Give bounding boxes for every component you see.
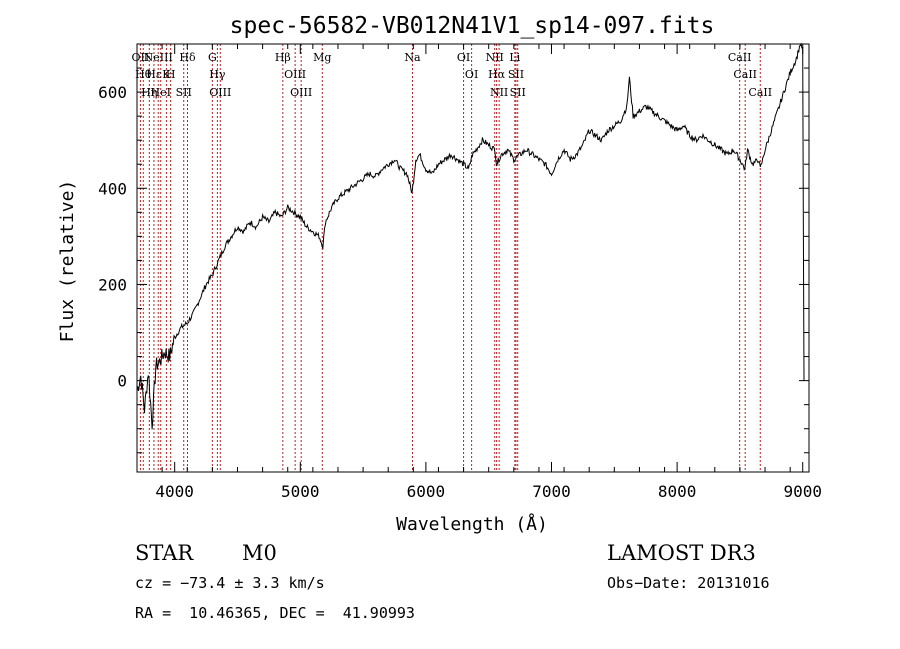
line-marker-label: OI: [457, 51, 470, 64]
line-marker-label: OIII: [290, 86, 312, 99]
line-marker-label: SII: [508, 68, 524, 81]
line-marker-label: Hα: [488, 68, 506, 81]
x-tick-label: 7000: [532, 482, 571, 501]
y-tick-label: 600: [98, 83, 127, 102]
observation-date: Obs−Date: 20131016: [607, 574, 770, 592]
line-markers: [139, 44, 761, 472]
redshift-cz: cz = −73.4 ± 3.3 km/s: [135, 574, 325, 592]
line-marker-label: Hδ: [179, 51, 196, 64]
axis-ticks: 4000 5000 6000 7000 8000 9000 0 200 400 600: [98, 43, 822, 501]
line-marker-label: K: [162, 68, 171, 81]
object-subclass: M0: [242, 541, 277, 565]
line-marker-label: H: [166, 68, 176, 81]
x-tick-label: 4000: [155, 482, 194, 501]
line-marker-label: Hγ: [209, 68, 226, 81]
x-tick-label: 6000: [407, 482, 446, 501]
line-marker-label: SII: [176, 86, 192, 99]
line-marker-label: OI: [465, 68, 478, 81]
y-tick-label: 200: [98, 275, 127, 294]
line-marker-label: CaII: [733, 68, 757, 81]
spectrum-series: [136, 42, 805, 430]
line-marker-label: Mg: [313, 51, 331, 64]
spectrum-line: [136, 42, 805, 430]
line-marker-label: Hβ: [275, 51, 291, 64]
line-marker-label: Hε: [146, 68, 162, 81]
line-marker-label: HeI: [151, 86, 171, 99]
x-tick-label: 8000: [658, 482, 697, 501]
line-marker-label: CaII: [728, 51, 752, 64]
plot-frame: [136, 43, 810, 473]
object-class: STAR: [135, 541, 194, 565]
line-marker-label: Hη: [141, 86, 157, 99]
x-axis-label: Wavelength (Å): [396, 513, 548, 535]
chart-title: spec-56582-VB012N41V1_sp14-097.fits: [230, 13, 715, 39]
line-marker-label: Hθ: [135, 68, 152, 81]
line-marker-label: OIII: [284, 68, 306, 81]
line-marker-label: Na: [404, 51, 421, 64]
survey-name: LAMOST DR3: [607, 541, 756, 565]
line-marker-label: G: [208, 51, 217, 64]
line-marker-label: Li: [509, 51, 520, 64]
line-marker-label: OIII: [209, 86, 231, 99]
y-tick-label: 0: [117, 372, 127, 391]
line-marker-label: NII: [486, 51, 504, 64]
x-tick-label: 9000: [783, 482, 822, 501]
line-marker-label: NII: [490, 86, 508, 99]
x-tick-label: 5000: [281, 482, 320, 501]
line-marker-label: SII: [510, 86, 526, 99]
y-tick-label: 400: [98, 179, 127, 198]
line-marker-label: NeIII: [144, 51, 173, 64]
sky-coordinates: RA = 10.46365, DEC = 41.90993: [135, 604, 415, 622]
y-axis-label: Flux (relative): [57, 180, 78, 343]
line-marker-label: CaII: [748, 86, 772, 99]
line-marker-label: OII: [132, 51, 150, 64]
